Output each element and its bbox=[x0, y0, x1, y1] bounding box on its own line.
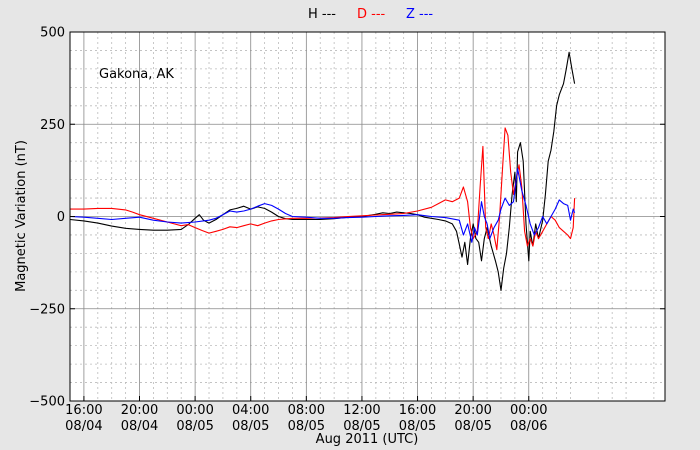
legend-entry-d: D --- bbox=[357, 7, 386, 22]
y-tick-label: 0 bbox=[57, 210, 65, 225]
x-axis-label: Aug 2011 (UTC) bbox=[316, 432, 419, 447]
x-tick-label-time: 20:00 bbox=[454, 403, 491, 418]
series-line-z bbox=[69, 167, 576, 243]
x-tick-label-date: 08/04 bbox=[65, 419, 102, 434]
ticks bbox=[70, 31, 665, 402]
minor-grid bbox=[69, 32, 665, 401]
x-tick-label-date: 08/05 bbox=[232, 419, 269, 434]
x-tick-label-time: 04:00 bbox=[232, 403, 269, 418]
x-tick-label-date: 08/05 bbox=[288, 419, 325, 434]
y-tick-labels: 500 250 0 −250 −500 bbox=[29, 26, 65, 410]
x-tick-label-date: 08/05 bbox=[343, 419, 380, 434]
series-layer bbox=[69, 51, 576, 291]
x-tick-labels: 16:0008/0420:0008/0400:0008/0504:0008/05… bbox=[65, 403, 547, 434]
x-tick-label-time: 12:00 bbox=[343, 403, 380, 418]
x-tick-label-date: 08/04 bbox=[121, 419, 158, 434]
x-tick-label-time: 00:00 bbox=[510, 403, 547, 418]
x-tick-label-date: 08/05 bbox=[176, 419, 213, 434]
legend-entry-z: Z --- bbox=[406, 7, 433, 22]
x-tick-label-date: 08/05 bbox=[454, 419, 491, 434]
series-line-h bbox=[69, 51, 576, 291]
x-tick-label-time: 16:00 bbox=[399, 403, 436, 418]
y-axis-label: Magnetic Variation (nT) bbox=[14, 140, 29, 292]
y-tick-label: −500 bbox=[29, 395, 65, 410]
x-tick-label-time: 20:00 bbox=[121, 403, 158, 418]
x-tick-label-time: 16:00 bbox=[65, 403, 102, 418]
x-tick-label-date: 08/05 bbox=[399, 419, 436, 434]
station-annotation: Gakona, AK bbox=[99, 67, 174, 82]
y-tick-label: 500 bbox=[40, 26, 65, 41]
y-tick-label: 250 bbox=[40, 118, 65, 133]
x-tick-label-time: 08:00 bbox=[288, 403, 325, 418]
legend: H --- D --- Z --- bbox=[308, 7, 433, 22]
y-tick-label: −250 bbox=[29, 302, 65, 317]
legend-entry-h: H --- bbox=[308, 7, 336, 22]
series-line-d bbox=[70, 127, 576, 251]
x-tick-label-date: 08/06 bbox=[510, 419, 547, 434]
x-tick-label-time: 00:00 bbox=[176, 403, 213, 418]
